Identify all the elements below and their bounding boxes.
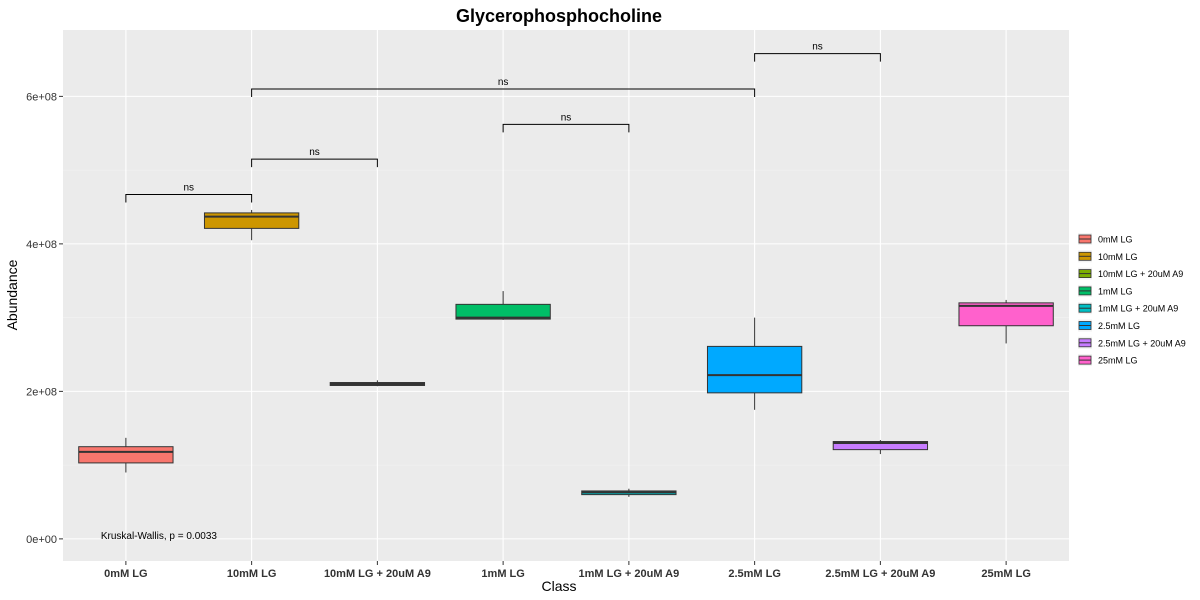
- bracket-line: [502, 123, 630, 133]
- box-2: [203, 209, 300, 241]
- kruskal-wallis-annotation: Kruskal-Wallis, p = 0.0033: [101, 531, 218, 542]
- comparison-brackets: ns ns ns ns ns: [125, 42, 881, 203]
- legend-label: 1mM LG: [1098, 286, 1133, 296]
- legend-item-2: 10mM LG: [1078, 250, 1138, 263]
- x-axis-title: Class: [541, 578, 576, 594]
- box-8: [958, 299, 1054, 344]
- y-tick-label: 0e+00: [26, 534, 57, 546]
- legend-item-3: 10mM LG + 20uM A9: [1078, 267, 1183, 280]
- box-rect: [706, 345, 803, 394]
- legend-label: 25mM LG: [1098, 356, 1138, 366]
- x-tick-label: 10mM LG + 20uM A9: [324, 568, 431, 580]
- box-rect: [78, 446, 174, 464]
- minor-gridlines: [63, 169, 1069, 466]
- legend-item-8: 25mM LG: [1078, 354, 1138, 367]
- bracket-line: [251, 88, 756, 97]
- bracket-3: ns: [502, 112, 630, 133]
- box-1: [78, 437, 174, 473]
- plot-panel: [63, 30, 1069, 561]
- legend-item-1: 0mM LG: [1078, 233, 1133, 245]
- bracket-4: ns: [251, 77, 756, 97]
- bracket-label: ns: [183, 182, 194, 193]
- x-tick-label: 10mM LG: [227, 568, 277, 580]
- box-rect: [958, 302, 1054, 327]
- legend-item-4: 1mM LG: [1078, 284, 1133, 297]
- legend-item-5: 1mM LG + 20uM A9: [1078, 302, 1178, 315]
- box-rect: [203, 212, 300, 229]
- x-tick-label: 0mM LG: [104, 568, 147, 580]
- bracket-line: [251, 158, 378, 168]
- box-rect: [455, 303, 551, 320]
- bracket-line: [125, 193, 253, 203]
- chart-title: Glycerophosphocholine: [456, 6, 662, 26]
- bracket-label: ns: [812, 42, 823, 53]
- box-4: [455, 291, 551, 320]
- box-6: [706, 317, 803, 410]
- major-gridlines: [63, 30, 1069, 561]
- box-rect: [832, 441, 929, 451]
- bracket-line: [754, 53, 881, 62]
- legend-label: 10mM LG: [1098, 252, 1138, 262]
- legend-label: 0mM LG: [1098, 235, 1133, 245]
- y-axis: 0e+00 2e+08 4e+08 6e+08: [26, 91, 63, 546]
- legend-item-6: 2.5mM LG: [1078, 319, 1140, 332]
- x-tick-label: 25mM LG: [981, 568, 1031, 580]
- legend-item-7: 2.5mM LG + 20uM A9: [1078, 336, 1186, 349]
- legend-label: 2.5mM LG: [1098, 321, 1140, 331]
- bracket-label: ns: [498, 77, 509, 88]
- box-3: [329, 380, 426, 387]
- y-tick-label: 4e+08: [26, 239, 57, 251]
- box-5: [581, 488, 677, 497]
- bracket-label: ns: [561, 112, 572, 123]
- legend: 0mM LG 10mM LG 10mM LG + 20uM A9 1mM LG 1mM …: [1078, 233, 1186, 367]
- x-tick-label: 2.5mM LG + 20uM A9: [825, 568, 935, 580]
- bracket-1: ns: [125, 182, 253, 203]
- x-tick-label: 1mM LG: [481, 568, 524, 580]
- x-tick-label: 1mM LG + 20uM A9: [578, 568, 679, 580]
- box-7: [832, 440, 929, 455]
- x-tick-label: 2.5mM LG: [728, 568, 781, 580]
- bracket-2: ns: [251, 147, 378, 168]
- bracket-label: ns: [309, 147, 320, 158]
- bracket-5: ns: [754, 42, 881, 62]
- x-axis: 0mM LG 10mM LG 10mM LG + 20uM A9 1mM LG 1mM …: [104, 561, 1031, 580]
- y-tick-label: 2e+08: [26, 386, 57, 398]
- legend-label: 1mM LG + 20uM A9: [1098, 304, 1178, 314]
- legend-label: 10mM LG + 20uM A9: [1098, 269, 1183, 279]
- y-tick-label: 6e+08: [26, 91, 57, 103]
- legend-label: 2.5mM LG + 20uM A9: [1098, 338, 1186, 348]
- boxes-layer: [78, 209, 1054, 497]
- y-axis-title: Abundance: [4, 259, 20, 330]
